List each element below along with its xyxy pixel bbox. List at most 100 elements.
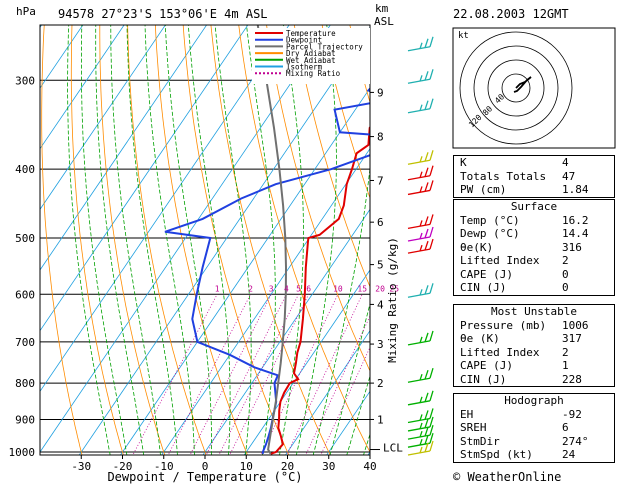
km-tick-label: 4: [377, 298, 384, 311]
mixing-ratio-label: 20: [375, 284, 385, 293]
hodograph-ring: [473, 45, 559, 131]
surface-value: 0: [562, 281, 569, 294]
unstable-value: 1: [562, 359, 569, 372]
unstable-label: θe (K): [460, 332, 500, 345]
wet-adiabat: [296, 25, 337, 455]
isotherm: [40, 25, 125, 150]
mixing-ratio-label: 6: [306, 284, 311, 293]
mixing-ratio-label: 15: [357, 284, 367, 293]
hodograph-title: Hodograph: [504, 394, 564, 407]
surface-value: 14.4: [562, 227, 589, 240]
wind-barb: [407, 330, 434, 346]
km-tick-label: 1: [377, 413, 384, 426]
km-tick-label: 2: [377, 377, 384, 390]
surface-label: CAPE (J): [460, 267, 513, 281]
mixing-ratio-label: 4: [284, 284, 289, 293]
km-tick-label: 8: [377, 131, 384, 144]
dry-adiabat: [182, 25, 290, 455]
legend-box: [252, 28, 370, 84]
mixing-ratio-line: [260, 294, 339, 455]
series-parcel-trajectory: [256, 25, 288, 455]
mixing-ratio-label: 2: [248, 284, 253, 293]
height-axis: 1 2 3 4 5 6 7 8 9 LCL: [370, 86, 403, 455]
dry-adiabat: [210, 25, 331, 455]
surface-table: Surface Temp (°C) 16.2 Dewp (°C) 14.4 θe(K) 3…: [453, 199, 615, 296]
surface-row: θe(K) 316: [454, 241, 614, 255]
wet-adiabat: [346, 374, 370, 455]
temperature-tick-label: -30: [71, 460, 91, 473]
surface-value: 0: [562, 267, 569, 281]
isotherm: [40, 25, 84, 89]
isotherm: [40, 25, 166, 211]
wind-barb: [407, 214, 434, 230]
x-axis-label: Dewpoint / Temperature (°C): [107, 470, 302, 484]
pressure-tick-label: 900: [15, 413, 35, 426]
wet-adiabat: [144, 25, 195, 455]
dry-adiabat: [266, 25, 370, 372]
wind-barb: [407, 390, 434, 406]
hodograph-table: Hodograph EH -92 SREH 6 StmDir 274° StmSpd (kt…: [453, 393, 615, 463]
unstable-value: 228: [562, 372, 582, 386]
hodograph-label: StmSpd (kt): [460, 448, 533, 461]
wind-barb: [407, 440, 434, 456]
mixing-ratio-line: [218, 294, 299, 455]
pressure-tick-label: 500: [15, 232, 35, 245]
isotherm: [202, 208, 370, 455]
hodograph-ring: [487, 59, 545, 117]
wet-adiabat: [95, 25, 144, 455]
wet-adiabat: [187, 25, 231, 455]
legend-label: Parcel Trajectory: [286, 42, 363, 51]
isotherm: [40, 25, 331, 453]
km-unit-label: km: [375, 2, 389, 15]
surface-label: θe(K): [460, 240, 494, 254]
unstable-label: CIN (J): [460, 372, 507, 386]
hodograph-row: SREH 6: [454, 421, 614, 435]
wind-barb: [407, 238, 434, 254]
km-tick-label: 7: [377, 174, 384, 187]
wind-barb: [407, 432, 434, 448]
surface-row: CAPE (J) 0: [454, 268, 614, 282]
hodograph-row: EH -92: [454, 408, 614, 422]
isotherm: [40, 25, 249, 332]
plot-frame: [39, 24, 371, 456]
mixing-ratio-line: [205, 294, 287, 455]
unstable-row: Lifted Index 2: [454, 346, 614, 360]
pressure-tick-label: 800: [15, 377, 35, 390]
surface-label: Dewp (°C): [460, 227, 520, 240]
hodograph-value: 274°: [562, 434, 589, 448]
asl-unit-label: ASL: [374, 15, 394, 28]
mixing-ratio-line: [229, 294, 309, 455]
surface-label: Temp (°C): [460, 213, 520, 227]
hodograph-ring: [459, 31, 573, 145]
copyright: © WeatherOnline: [453, 470, 561, 484]
wet-adiabat: [67, 25, 111, 455]
wind-barbs: [407, 36, 434, 456]
km-tick-label: 9: [377, 86, 384, 99]
lcl-label: LCL: [383, 442, 403, 455]
dry-adiabat: [293, 25, 370, 288]
isotherm: [243, 269, 370, 455]
unstable-row: CAPE (J) 1: [454, 359, 614, 373]
unstable-value: 317: [562, 332, 582, 345]
surface-row: Lifted Index 2: [454, 254, 614, 268]
mixing-ratio-label: 3: [269, 284, 274, 293]
wind-barb: [407, 69, 434, 84]
mixing-ratio-label: 10: [333, 284, 343, 293]
surface-row: CIN (J) 0: [454, 281, 614, 295]
surface-value: 2: [562, 254, 569, 267]
mixing-ratio-line: [189, 294, 272, 455]
hodograph-unit: kt: [458, 31, 469, 41]
dry-adiabat: [621, 11, 629, 467]
dry-adiabat: [321, 25, 370, 200]
hodograph-trace: [513, 76, 532, 93]
unstable-label: Pressure (mb): [460, 318, 547, 332]
dry-adiabat: [99, 25, 166, 455]
hodograph-label: EH: [460, 407, 474, 421]
pressure-tick-label: 400: [15, 163, 35, 176]
hodograph-ring: [501, 73, 531, 103]
dry-adiabat: [41, 25, 83, 455]
mixing-ratio-line: [132, 294, 218, 455]
temperature-tick-label: -10: [154, 460, 174, 473]
